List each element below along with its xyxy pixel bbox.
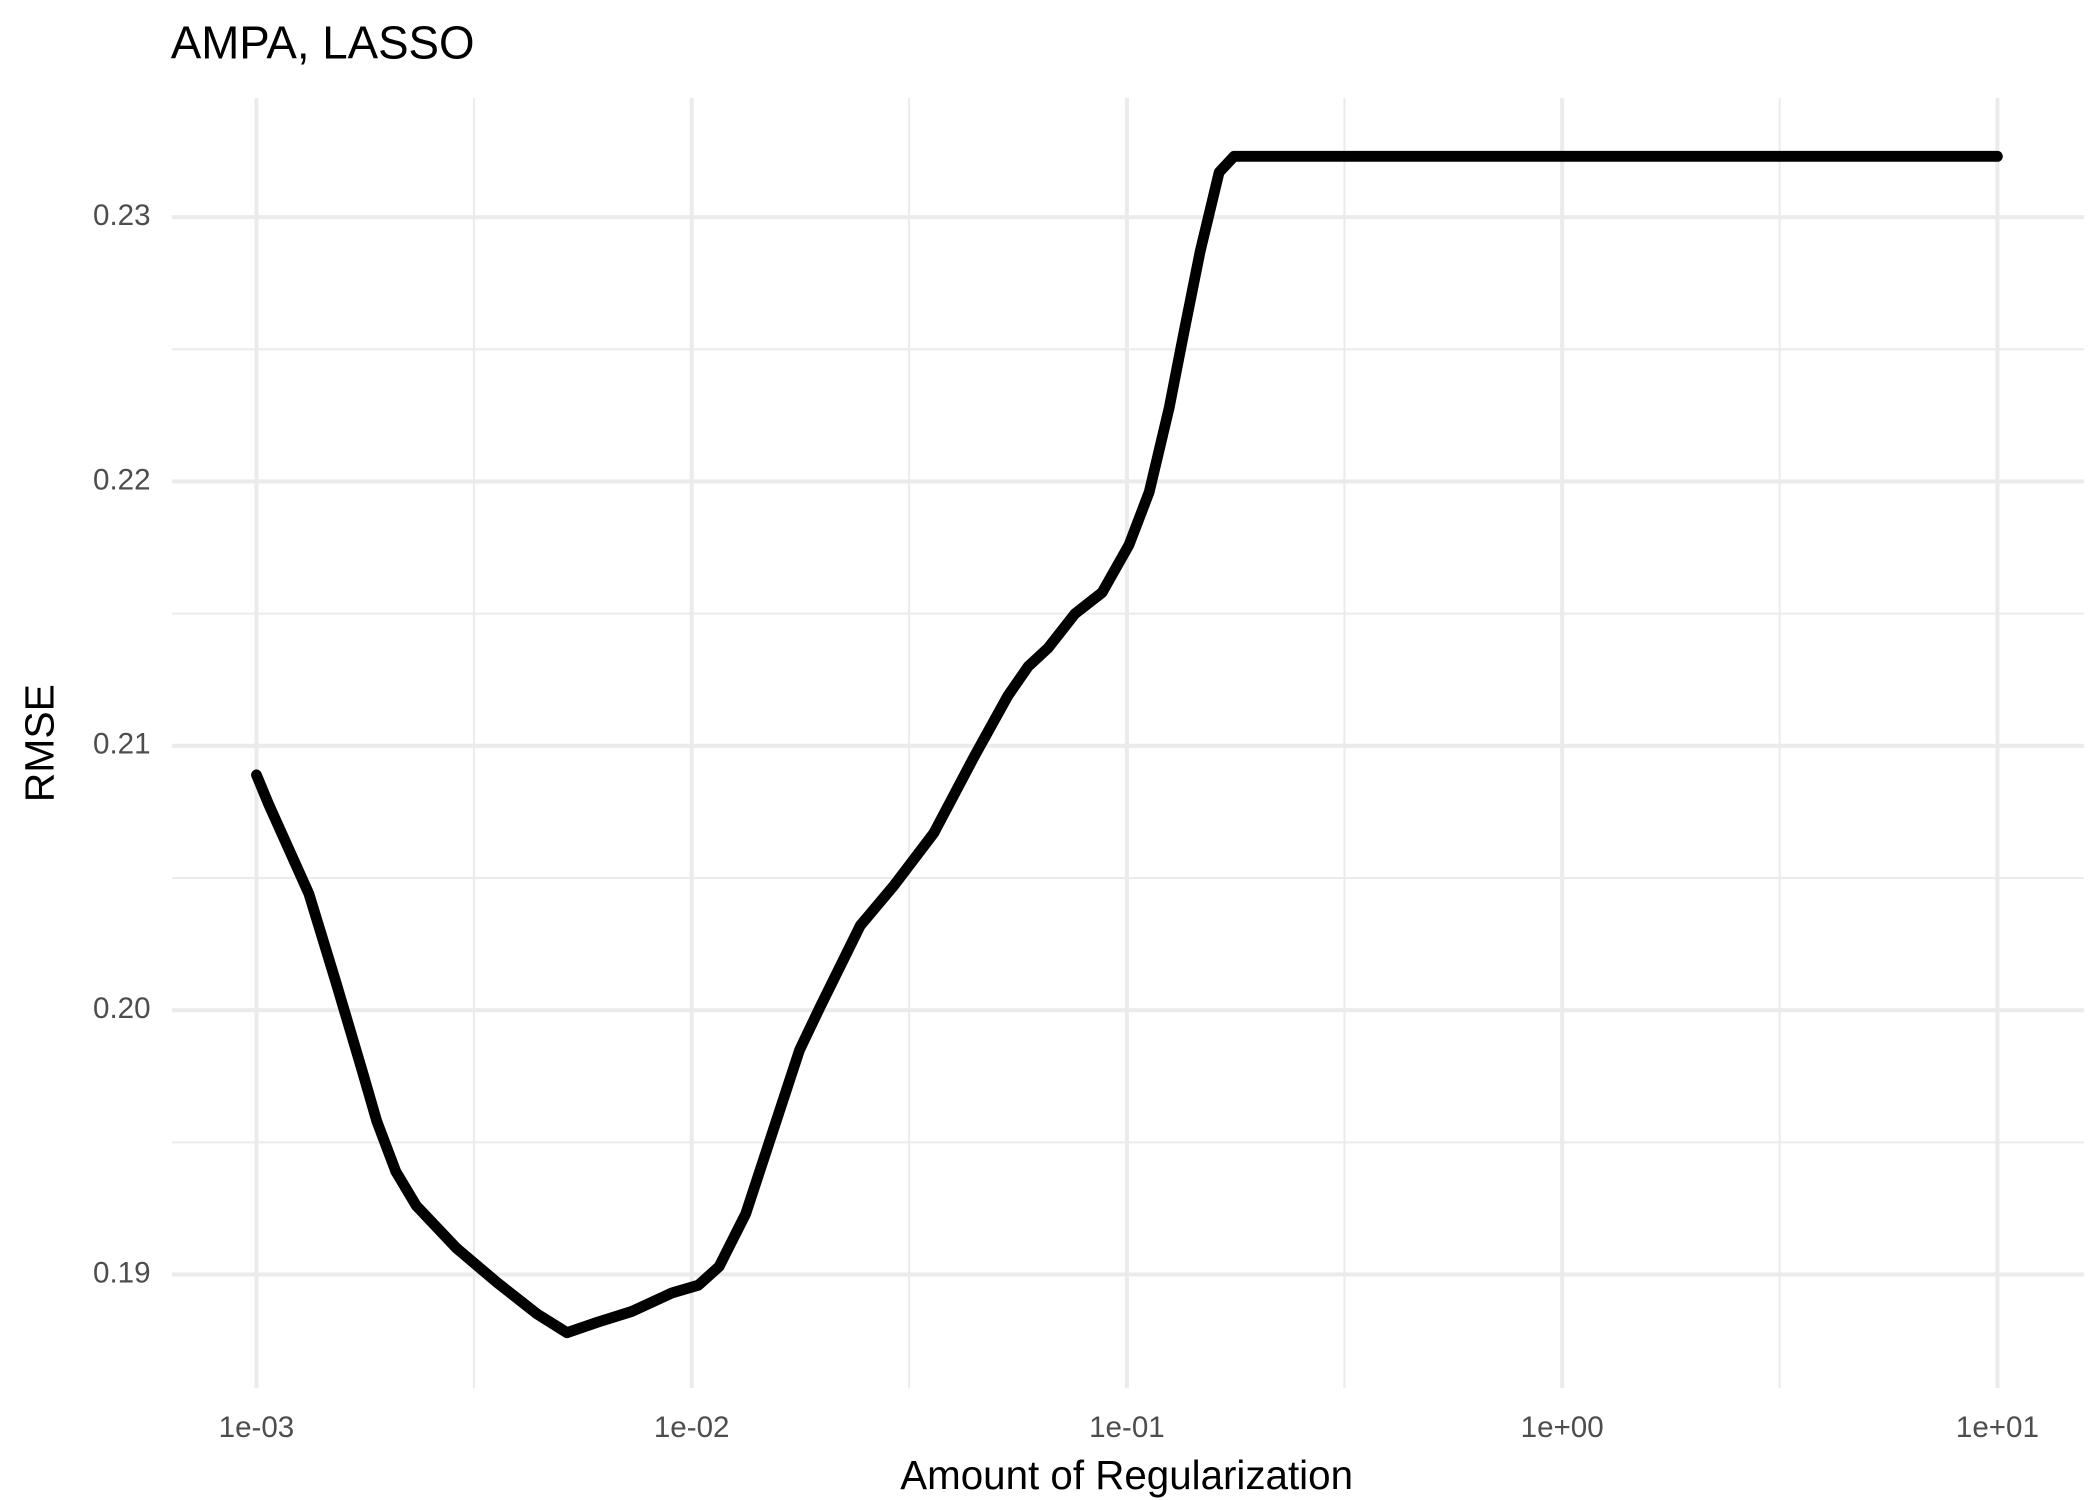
x-tick-label: 1e-02 [654, 1411, 730, 1444]
x-tick-label: 1e+01 [1956, 1411, 2039, 1444]
chart-title: AMPA, LASSO [171, 16, 475, 68]
x-tick-label: 1e-01 [1089, 1411, 1165, 1444]
x-tick-label: 1e+00 [1521, 1411, 1604, 1444]
y-axis-label: RMSE [17, 684, 63, 802]
x-axis-label: Amount of Regularization [900, 1452, 1353, 1498]
line [251, 150, 2003, 1339]
y-tick-label: 0.23 [93, 199, 151, 232]
x-tick-label: 1e-03 [219, 1411, 295, 1444]
y-tick-label: 0.20 [93, 992, 151, 1025]
y-tick-label: 0.19 [93, 1256, 151, 1289]
y-tick-label: 0.22 [93, 463, 151, 496]
y-tick-label: 0.21 [93, 728, 151, 761]
